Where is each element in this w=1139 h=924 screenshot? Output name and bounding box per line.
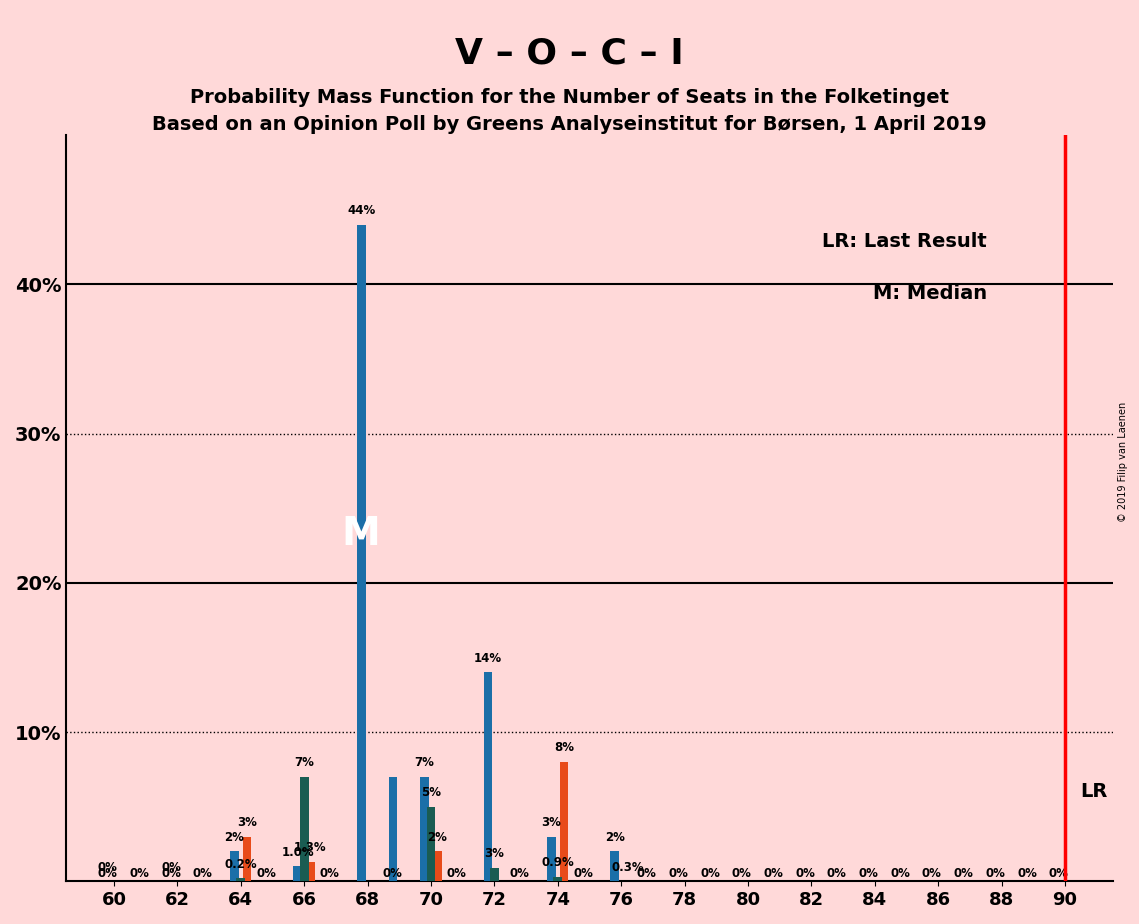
- Text: 0%: 0%: [98, 867, 117, 880]
- Bar: [388, 777, 398, 881]
- Text: 2%: 2%: [605, 831, 625, 844]
- Text: 0%: 0%: [573, 867, 593, 880]
- Text: 0%: 0%: [921, 867, 942, 880]
- Text: 3%: 3%: [541, 816, 562, 829]
- Text: 0%: 0%: [192, 867, 213, 880]
- Text: 0.9%: 0.9%: [541, 857, 574, 869]
- Text: M: Median: M: Median: [872, 285, 988, 303]
- Text: 0.2%: 0.2%: [224, 857, 257, 870]
- Bar: [611, 851, 620, 881]
- Text: 0%: 0%: [953, 867, 974, 880]
- Text: M: M: [342, 515, 380, 553]
- Text: 0%: 0%: [161, 861, 181, 874]
- Text: 7%: 7%: [294, 757, 314, 770]
- Text: 2%: 2%: [224, 831, 245, 844]
- Text: 0%: 0%: [985, 867, 1006, 880]
- Text: 0%: 0%: [130, 867, 149, 880]
- Text: 1.3%: 1.3%: [294, 842, 327, 855]
- Text: 0%: 0%: [795, 867, 816, 880]
- Text: © 2019 Filip van Laenen: © 2019 Filip van Laenen: [1117, 402, 1128, 522]
- Text: 3%: 3%: [484, 847, 505, 860]
- Text: 0%: 0%: [446, 867, 466, 880]
- Text: 0%: 0%: [1017, 867, 1036, 880]
- Text: 0%: 0%: [637, 867, 656, 880]
- Text: 0%: 0%: [161, 867, 181, 880]
- Bar: [294, 867, 302, 881]
- Text: 0%: 0%: [320, 867, 339, 880]
- Text: 0%: 0%: [669, 867, 688, 880]
- Text: 14%: 14%: [474, 652, 502, 665]
- Text: LR: Last Result: LR: Last Result: [822, 232, 988, 251]
- Bar: [420, 777, 429, 881]
- Text: 0%: 0%: [859, 867, 878, 880]
- Text: 0%: 0%: [383, 867, 403, 880]
- Text: 5%: 5%: [421, 786, 441, 799]
- Text: Probability Mass Function for the Number of Seats in the Folketinget: Probability Mass Function for the Number…: [190, 88, 949, 107]
- Text: Based on an Opinion Poll by Greens Analyseinstitut for Børsen, 1 April 2019: Based on an Opinion Poll by Greens Analy…: [153, 116, 986, 135]
- Text: 0%: 0%: [731, 867, 752, 880]
- Bar: [484, 673, 492, 881]
- Bar: [230, 851, 239, 881]
- Bar: [433, 851, 442, 881]
- Text: V – O – C – I: V – O – C – I: [456, 37, 683, 71]
- Text: LR: LR: [1080, 783, 1107, 801]
- Bar: [300, 777, 309, 881]
- Text: 3%: 3%: [237, 816, 257, 829]
- Bar: [559, 762, 568, 881]
- Text: 0%: 0%: [700, 867, 720, 880]
- Text: 7%: 7%: [415, 757, 435, 770]
- Bar: [243, 836, 252, 881]
- Text: 0%: 0%: [827, 867, 846, 880]
- Text: 0.3%: 0.3%: [612, 861, 644, 874]
- Text: 0%: 0%: [256, 867, 276, 880]
- Text: 1.0%: 1.0%: [281, 845, 314, 859]
- Text: 0%: 0%: [891, 867, 910, 880]
- Bar: [490, 868, 499, 881]
- Text: 0%: 0%: [510, 867, 530, 880]
- Bar: [237, 879, 245, 881]
- Bar: [547, 836, 556, 881]
- Text: 2%: 2%: [427, 831, 448, 844]
- Bar: [306, 862, 314, 881]
- Bar: [554, 877, 563, 881]
- Text: 0%: 0%: [98, 861, 117, 874]
- Text: 0%: 0%: [763, 867, 784, 880]
- Bar: [427, 807, 435, 881]
- Bar: [357, 225, 366, 881]
- Text: 44%: 44%: [347, 204, 376, 217]
- Text: 0%: 0%: [1049, 867, 1068, 880]
- Text: 8%: 8%: [554, 741, 574, 754]
